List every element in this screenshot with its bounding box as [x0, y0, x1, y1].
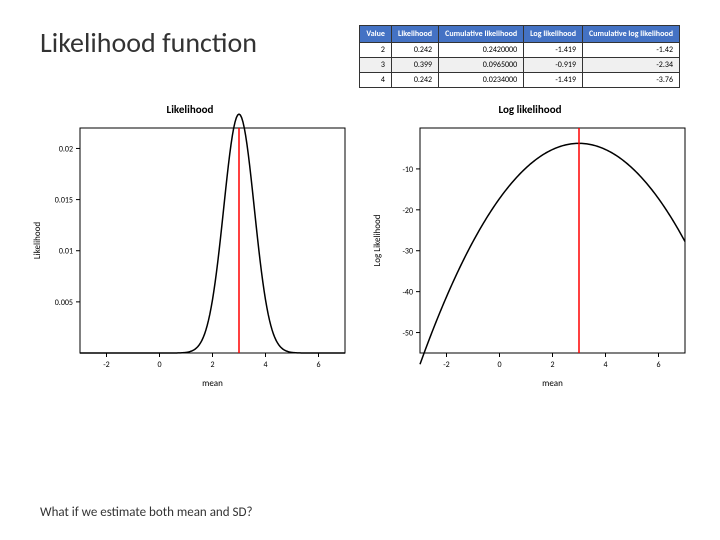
table-row: 3 0.399 0.0965000 -0.919 -2.34	[360, 58, 680, 73]
svg-text:0.005: 0.005	[55, 298, 73, 308]
svg-text:-50: -50	[402, 329, 413, 339]
svg-text:6: 6	[656, 360, 660, 370]
col-likelihood: Likelihood	[391, 26, 438, 43]
table-row: 4 0.242 0.0234000 -1.419 -3.76	[360, 73, 680, 88]
likelihood-table: Value Likelihood Cumulative likelihood L…	[359, 25, 680, 88]
svg-text:0.01: 0.01	[59, 247, 73, 257]
page-title: Likelihood function	[40, 25, 257, 60]
svg-text:-30: -30	[402, 247, 413, 257]
svg-text:6: 6	[316, 360, 320, 370]
svg-text:0.02: 0.02	[59, 144, 73, 154]
svg-text:0: 0	[497, 360, 501, 370]
svg-text:-2: -2	[103, 360, 110, 370]
svg-text:4: 4	[603, 360, 607, 370]
svg-text:2: 2	[210, 360, 214, 370]
svg-text:-2: -2	[443, 360, 450, 370]
svg-text:mean: mean	[542, 378, 563, 389]
svg-text:-10: -10	[402, 165, 413, 175]
svg-text:-40: -40	[402, 288, 413, 298]
svg-text:2: 2	[550, 360, 554, 370]
log-likelihood-chart: Log likelihood-20246-50-40-30-20-10meanL…	[365, 98, 695, 398]
table-row: 2 0.242 0.2420000 -1.419 -1.42	[360, 43, 680, 58]
col-cum-log-likelihood: Cumulative log likelihood	[583, 26, 680, 43]
col-cum-likelihood: Cumulative likelihood	[439, 26, 524, 43]
col-log-likelihood: Log likelihood	[524, 26, 583, 43]
svg-text:Likelihood: Likelihood	[167, 103, 214, 116]
svg-text:Log Likelihood: Log Likelihood	[372, 214, 383, 266]
svg-text:Likelihood: Likelihood	[32, 222, 43, 259]
svg-text:mean: mean	[202, 378, 223, 389]
svg-text:4: 4	[263, 360, 267, 370]
svg-text:0: 0	[157, 360, 161, 370]
svg-text:-20: -20	[402, 206, 413, 216]
likelihood-chart: Likelihood -2 0 2 4 6 0.005 0.01 0.015 0.02 mean Li…	[25, 98, 355, 398]
col-value: Value	[360, 26, 392, 43]
svg-text:Log likelihood: Log likelihood	[498, 103, 561, 116]
svg-text:0.015: 0.015	[55, 196, 73, 206]
bottom-caption: What if we estimate both mean and SD?	[40, 505, 260, 520]
